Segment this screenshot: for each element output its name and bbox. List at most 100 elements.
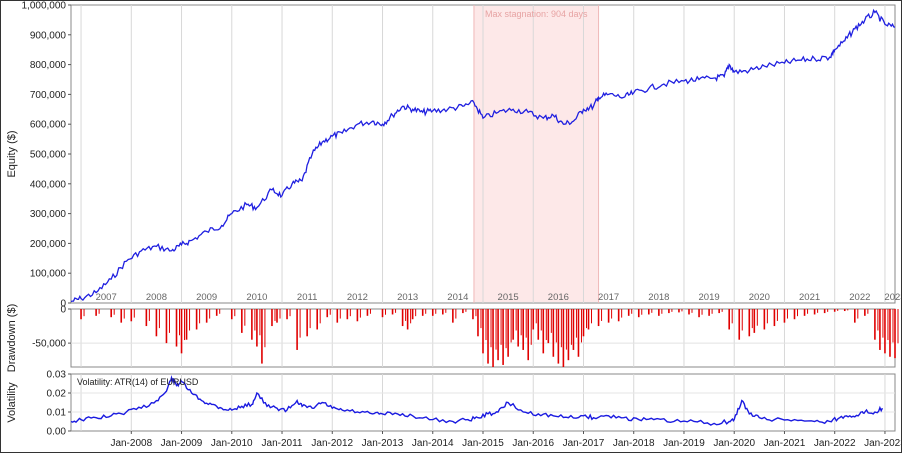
equity-year-label: 2014 (447, 292, 468, 303)
drawdown-bar (786, 309, 788, 319)
drawdown-bar (148, 309, 150, 321)
drawdown-bar (540, 309, 542, 331)
drawdown-bar (854, 309, 856, 323)
drawdown-bar (611, 309, 613, 319)
drawdown-bar (254, 309, 256, 331)
drawdown-bar (286, 309, 288, 320)
drawdown-bar (411, 309, 414, 320)
volatility-ylabel: Volatility (6, 382, 18, 423)
drawdown-bar (567, 309, 570, 361)
drawdown-bar (738, 309, 741, 340)
drawdown-bar (133, 309, 135, 318)
drawdown-bar (256, 309, 258, 347)
drawdown-bar (492, 309, 494, 367)
equity-year-label: 2016 (548, 292, 569, 303)
drawdown-bar (728, 309, 730, 330)
equity-year-label: 2011 (297, 292, 317, 303)
volatility-xtick-label: Jan-2015 (462, 438, 504, 449)
drawdown-bar (445, 309, 447, 313)
drawdown-bar (510, 309, 512, 343)
volatility-xtick-label: Jan-2013 (362, 438, 404, 449)
stagnation-label: Max stagnation: 904 days (485, 9, 588, 19)
drawdown-bar (241, 309, 243, 333)
drawdown-bar (145, 309, 148, 327)
drawdown-bar (319, 309, 321, 324)
drawdown-bar (346, 309, 349, 320)
drawdown-bar (395, 309, 397, 313)
drawdown-bar (813, 309, 816, 315)
drawdown-bar (698, 309, 700, 318)
drawdown-bar (385, 309, 387, 315)
drawdown-bar (577, 309, 580, 357)
volatility-xtick-label: Jan-2020 (713, 438, 755, 449)
equity-year-label: 2012 (347, 292, 368, 303)
drawdown-bar (80, 309, 82, 320)
equity-ylabel: Equity ($) (6, 130, 18, 177)
drawdown-bar (209, 309, 211, 319)
drawdown-bar (401, 309, 404, 327)
drawdown-bar (391, 309, 394, 315)
drawdown-bar (658, 309, 660, 316)
drawdown-bar (234, 309, 236, 317)
drawdown-bar (515, 309, 517, 331)
drawdown-bar (465, 309, 467, 312)
drawdown-bar (847, 309, 849, 311)
volatility-xtick-label: Jan-2012 (311, 438, 353, 449)
stagnation-band (473, 6, 599, 302)
drawdown-bar (431, 309, 434, 316)
drawdown-bar (349, 309, 351, 317)
drawdown-bar (381, 309, 384, 318)
drawdown-bar (637, 309, 640, 318)
drawdown-bar (807, 309, 809, 314)
drawdown-bar (532, 309, 535, 330)
drawdown-bar (289, 309, 291, 317)
drawdown-bar (369, 309, 371, 314)
drawdown-bar (627, 309, 630, 316)
equity-ytick-label: 0 (60, 299, 66, 310)
drawdown-bar (189, 309, 191, 331)
drawdown-bar (879, 309, 881, 350)
drawdown-bar (668, 309, 670, 314)
drawdown-bar (547, 309, 550, 344)
drawdown-bar (631, 309, 633, 314)
drawdown-bar (520, 309, 522, 336)
drawdown-bar (477, 309, 479, 337)
equity-ytick-label: 500,000 (30, 150, 67, 161)
drawdown-bar (530, 309, 532, 345)
equity-year-label: 2017 (598, 292, 619, 303)
equity-ytick-label: 200,000 (30, 239, 67, 250)
drawdown-bar (522, 309, 524, 350)
drawdown-bar (123, 309, 125, 319)
drawdown-bar (580, 309, 582, 343)
drawdown-bar (502, 309, 504, 365)
drawdown-bar (336, 309, 339, 323)
drawdown-bar (572, 309, 575, 350)
drawdown-bar (555, 309, 557, 343)
volatility-ytick-label: 0.03 (47, 370, 67, 381)
drawdown-bar (793, 309, 796, 320)
volatility-xtick-label: Jan-2017 (563, 438, 605, 449)
drawdown-bar (165, 309, 168, 344)
drawdown-bar (688, 309, 690, 315)
volatility-xtick-label: Jan-2011 (262, 438, 303, 449)
drawdown-bar (184, 309, 186, 341)
volatility-xtick-label: Jan-2014 (412, 438, 454, 449)
volatility-ytick-label: 0.01 (47, 408, 67, 419)
drawdown-bar (641, 309, 643, 315)
drawdown-bar (120, 309, 123, 323)
drawdown-bar (748, 309, 751, 337)
drawdown-bar (215, 309, 218, 316)
drawdown-bar (545, 309, 547, 341)
volatility-xtick-label: Jan-2010 (211, 438, 253, 449)
equity-year-label: 2023 (884, 292, 901, 303)
drawdown-bar (259, 309, 261, 336)
drawdown-bar (264, 309, 266, 348)
drawdown-bar (892, 309, 894, 343)
drawdown-ylabel: Drawdown ($) (6, 304, 18, 372)
volatility-xtick-label: Jan-2022 (814, 438, 856, 449)
drawdown-bar (421, 309, 424, 316)
volatility-xtick-label: Jan-2018 (613, 438, 655, 449)
drawdown-bar (783, 309, 786, 323)
